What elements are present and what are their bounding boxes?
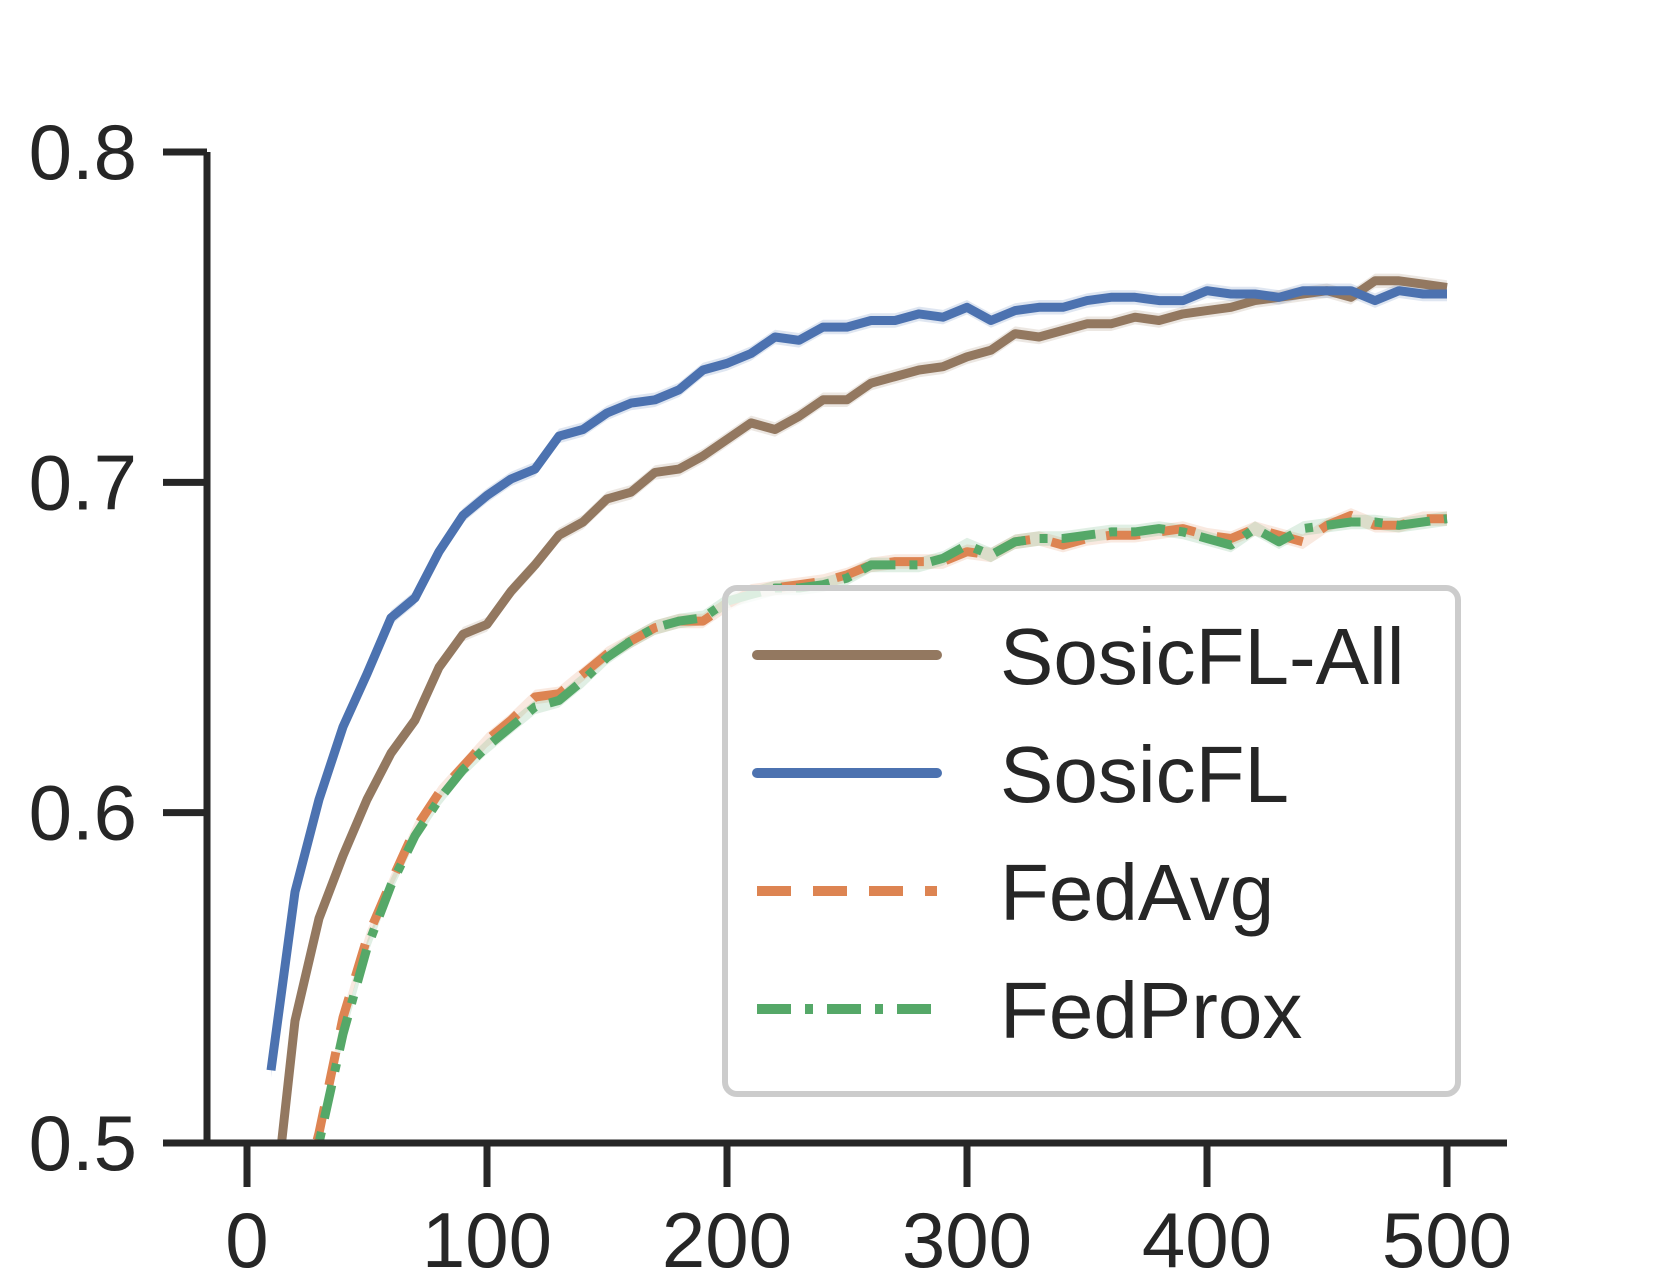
y-tick-label: 0.5 (29, 1099, 137, 1187)
legend-label-fedprox: FedProx (1000, 966, 1302, 1055)
x-tick-label: 100 (422, 1196, 552, 1273)
x-tick-label: 300 (902, 1196, 1032, 1273)
y-tick-label: 0.7 (29, 438, 137, 526)
legend-label-fedavg: FedAvg (1000, 848, 1274, 937)
x-tick-label: 0 (225, 1196, 268, 1273)
series-line-sosicfl (266, 286, 1447, 1071)
legend: SosicFL-All SosicFL FedAvg FedProx (722, 585, 1461, 1097)
tick-labels: 0.5 0.6 0.7 0.8 0 100 200 300 400 500 (29, 108, 1513, 1273)
series-line-fedavg (311, 510, 1447, 1143)
x-tick-label: 200 (662, 1196, 792, 1273)
y-tick-label: 0.8 (29, 108, 137, 196)
series-lines (266, 276, 1448, 1143)
legend-label-sosicfl-all: SosicFL-All (1000, 612, 1405, 701)
series-line-sosicfl-all (277, 276, 1448, 1143)
y-tick-label: 0.6 (29, 769, 137, 857)
band-fedprox (317, 511, 1447, 1143)
x-tick-label: 500 (1382, 1196, 1512, 1273)
x-tick-label: 400 (1142, 1196, 1272, 1273)
legend-label-sosicfl: SosicFL (1000, 730, 1289, 819)
axes (163, 148, 1507, 1187)
legend-box (722, 585, 1461, 1097)
